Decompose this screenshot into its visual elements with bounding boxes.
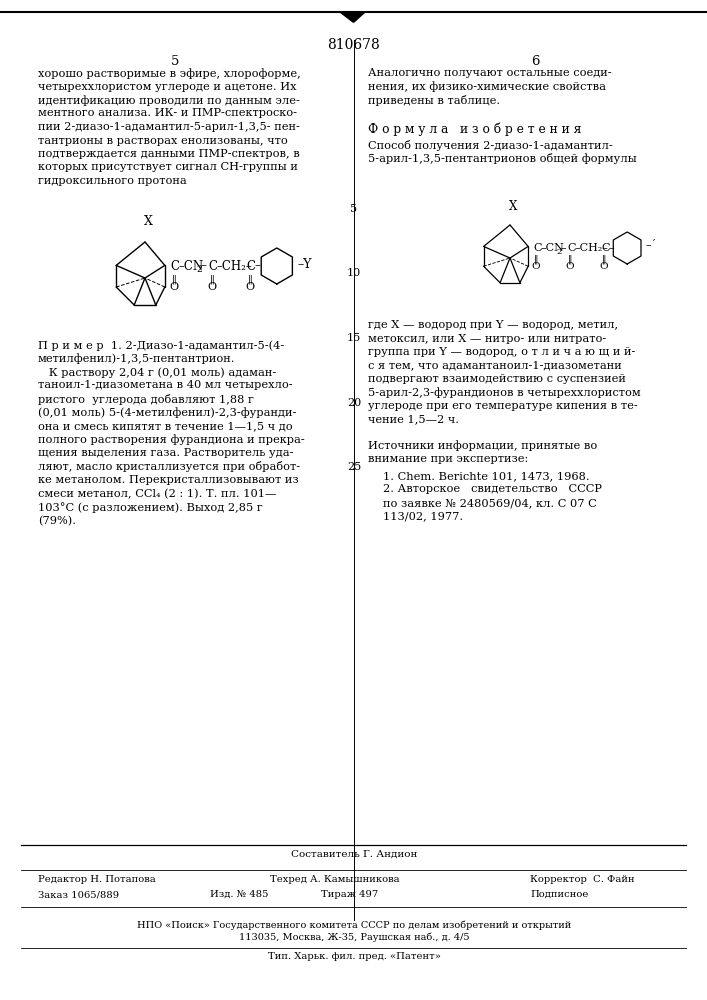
Text: гидроксильного протона: гидроксильного протона [38,176,187,186]
Text: 2: 2 [556,248,561,256]
Text: Подписное: Подписное [530,890,588,899]
Text: с я тем, что адамантаноил-1-диазометани: с я тем, что адамантаноил-1-диазометани [368,360,621,370]
Text: 10: 10 [347,268,361,278]
Text: П р и м е р  1. 2-Диазо-1-адамантил-5-(4-: П р и м е р 1. 2-Диазо-1-адамантил-5-(4- [38,340,284,351]
Text: ‖: ‖ [247,274,252,284]
Text: Источники информации, принятые во: Источники информации, принятые во [368,440,597,451]
Text: C: C [171,259,180,272]
Text: ‖: ‖ [209,274,214,284]
Text: Способ получения 2-диазо-1-адамантил-: Способ получения 2-диазо-1-адамантил- [368,140,613,151]
Text: Изд. № 485: Изд. № 485 [210,890,269,899]
Text: 20: 20 [347,397,361,408]
Text: ‖: ‖ [602,255,607,264]
Text: –: – [560,243,566,253]
Text: ристого  углерода добавляют 1,88 г: ристого углерода добавляют 1,88 г [38,394,254,405]
Text: –CH₂–: –CH₂– [574,243,608,253]
Text: 6: 6 [531,55,539,68]
Text: 2: 2 [197,265,202,274]
Text: C: C [247,259,256,272]
Text: –CN: –CN [540,243,564,253]
Text: пии 2-диазо-1-адамантил-5-арил-1,3,5- пен-: пии 2-диазо-1-адамантил-5-арил-1,3,5- пе… [38,122,300,132]
Text: 2. Авторское   свидетельство   СССР: 2. Авторское свидетельство СССР [383,485,602,494]
Text: ‖: ‖ [534,255,538,264]
Text: X: X [144,215,153,228]
Text: К раствору 2,04 г (0,01 моль) адаман-: К раствору 2,04 г (0,01 моль) адаман- [38,367,276,378]
Text: по заявке № 2480569/04, кл. С 07 С: по заявке № 2480569/04, кл. С 07 С [383,498,597,508]
Text: полного растворения фурандиона и прекра-: полного растворения фурандиона и прекра- [38,434,305,445]
Text: X: X [509,200,518,213]
Text: нения, их физико-химические свойства: нения, их физико-химические свойства [368,82,606,92]
Text: –ˊ: –ˊ [645,239,656,249]
Text: 5-арил-1,3,5-пентантрионов общей формулы: 5-арил-1,3,5-пентантрионов общей формулы [368,153,637,164]
Text: щения выделения газа. Растворитель уда-: щения выделения газа. Растворитель уда- [38,448,293,458]
Text: хорошо растворимые в эфире, хлороформе,: хорошо растворимые в эфире, хлороформе, [38,68,300,79]
Text: ке метанолом. Перекристаллизовывают из: ке метанолом. Перекристаллизовывают из [38,475,298,485]
Text: 103°C (с разложением). Выход 2,85 г: 103°C (с разложением). Выход 2,85 г [38,502,263,513]
Text: метилфенил)-1,3,5-пентантрион.: метилфенил)-1,3,5-пентантрион. [38,354,235,364]
Text: ‖: ‖ [568,255,573,264]
Text: 15: 15 [347,333,361,343]
Text: Тираж 497: Тираж 497 [322,890,379,899]
Text: углероде при его температуре кипения в те-: углероде при его температуре кипения в т… [368,401,638,411]
Text: –: – [201,259,206,272]
Text: Ф о р м у л а   и з о б р е т е н и я: Ф о р м у л а и з о б р е т е н и я [368,122,581,135]
Text: внимание при экспертизе:: внимание при экспертизе: [368,454,528,464]
Text: Корректор  С. Файн: Корректор С. Файн [530,875,635,884]
Text: 113035, Москва, Ж-35, Раушская наб., д. 4/5: 113035, Москва, Ж-35, Раушская наб., д. … [239,933,469,942]
Text: 25: 25 [347,462,361,472]
Text: метоксил, или X — нитро- или нитрато-: метоксил, или X — нитро- или нитрато- [368,334,606,344]
Text: –CN: –CN [179,259,204,272]
Text: НПО «Поиск» Государственного комитета СССР по делам изобретений и открытий: НПО «Поиск» Государственного комитета СС… [137,920,571,930]
Text: приведены в таблице.: приведены в таблице. [368,95,500,106]
Text: идентификацию проводили по данным эле-: идентификацию проводили по данным эле- [38,95,300,106]
Text: четыреххлористом углероде и ацетоне. Их: четыреххлористом углероде и ацетоне. Их [38,82,296,92]
Text: таноил-1-диазометана в 40 мл четырехло-: таноил-1-диазометана в 40 мл четырехло- [38,380,293,390]
Text: C: C [209,259,218,272]
Text: O: O [532,262,540,271]
Text: –: – [255,259,261,272]
Text: где X — водород при Y — водород, метил,: где X — водород при Y — водород, метил, [368,320,618,330]
Text: она и смесь кипятят в течение 1—1,5 ч до: она и смесь кипятят в течение 1—1,5 ч до [38,421,293,431]
Text: (0,01 моль) 5-(4-метилфенил)-2,3-фуранди-: (0,01 моль) 5-(4-метилфенил)-2,3-фуранди… [38,408,296,418]
Text: подтверждается данными ПМР-спектров, в: подтверждается данными ПМР-спектров, в [38,149,300,159]
Text: O: O [245,282,255,292]
Text: Составитель Г. Андион: Составитель Г. Андион [291,850,417,859]
Text: O: O [169,282,178,292]
Polygon shape [320,12,385,22]
Text: которых присутствует сигнал СН-группы и: которых присутствует сигнал СН-группы и [38,162,298,172]
Text: группа при Y — водород, о т л и ч а ю щ и й-: группа при Y — водород, о т л и ч а ю щ … [368,347,636,357]
Text: 113/02, 1977.: 113/02, 1977. [383,512,463,522]
Text: C: C [533,243,542,253]
Text: смеси метанол, CCl₄ (2 : 1). Т. пл. 101—: смеси метанол, CCl₄ (2 : 1). Т. пл. 101— [38,488,276,499]
Text: Техред А. Камышникова: Техред А. Камышникова [270,875,399,884]
Text: Аналогично получают остальные соеди-: Аналогично получают остальные соеди- [368,68,612,78]
Text: 810678: 810678 [327,38,380,52]
Text: ментного анализа. ИК- и ПМР-спектроско-: ментного анализа. ИК- и ПМР-спектроско- [38,108,297,118]
Text: O: O [600,262,609,271]
Text: 5-арил-2,3-фурандионов в четыреххлористом: 5-арил-2,3-фурандионов в четыреххлористо… [368,387,641,398]
Text: Заказ 1065/889: Заказ 1065/889 [38,890,119,899]
Text: –: – [608,243,614,253]
Text: –CH₂–: –CH₂– [217,259,252,272]
Text: O: O [566,262,575,271]
Text: ‖: ‖ [171,274,176,284]
Text: подвергают взаимодействию с суспензией: подвергают взаимодействию с суспензией [368,374,626,384]
Text: C: C [601,243,609,253]
Text: 1. Chem. Berichte 101, 1473, 1968.: 1. Chem. Berichte 101, 1473, 1968. [383,471,590,481]
Text: (79%).: (79%). [38,516,76,526]
Text: 5: 5 [171,55,179,68]
Text: Тип. Харьк. фил. пред. «Патент»: Тип. Харьк. фил. пред. «Патент» [267,952,440,961]
Text: Редактор Н. Потапова: Редактор Н. Потапова [38,875,156,884]
Text: O: O [207,282,216,292]
Text: 5: 5 [351,204,358,214]
Text: чение 1,5—2 ч.: чение 1,5—2 ч. [368,414,459,424]
Text: тантрионы в растворах енолизованы, что: тантрионы в растворах енолизованы, что [38,135,288,145]
Text: C: C [567,243,575,253]
Text: ляют, масло кристаллизуется при обработ-: ляют, масло кристаллизуется при обработ- [38,462,300,473]
Text: –Y: –Y [298,257,312,270]
